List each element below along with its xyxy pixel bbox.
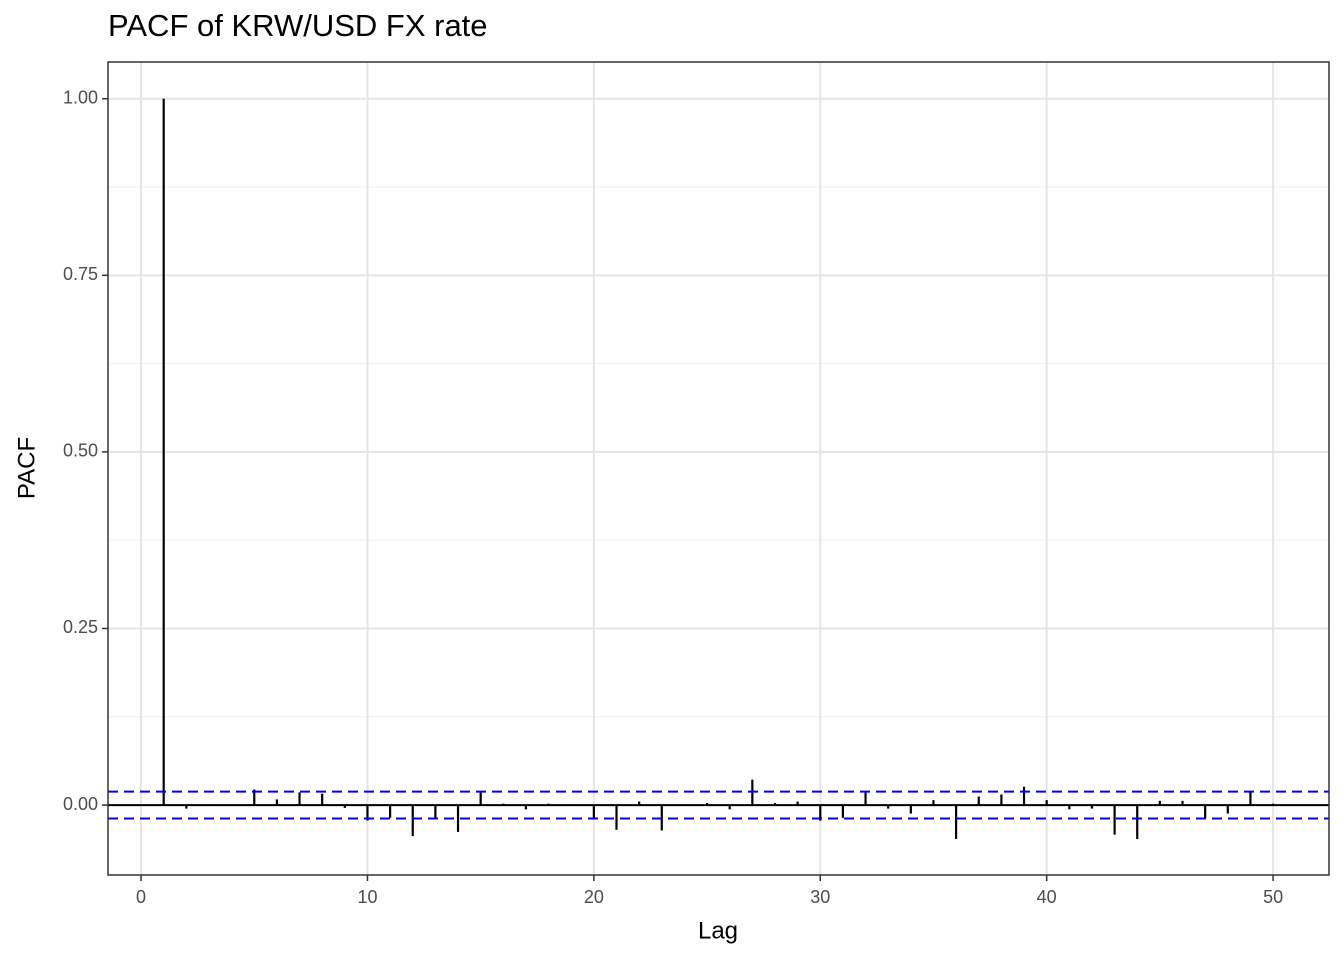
y-tick-label: 0.25 <box>63 617 98 637</box>
x-axis-label: Lag <box>698 917 738 944</box>
x-tick-label: 0 <box>136 887 146 907</box>
x-tick-label: 10 <box>357 887 377 907</box>
y-tick-label: 0.75 <box>63 264 98 284</box>
y-axis-label: PACF <box>13 437 40 499</box>
y-tick-label: 1.00 <box>63 87 98 107</box>
x-tick-label: 20 <box>584 887 604 907</box>
panel-border <box>107 61 1330 876</box>
y-tick-label: 0.50 <box>63 441 98 461</box>
x-tick-label: 30 <box>810 887 830 907</box>
x-tick-label: 40 <box>1037 887 1057 907</box>
chart-title: PACF of KRW/USD FX rate <box>108 8 488 43</box>
x-tick-label: 50 <box>1263 887 1283 907</box>
y-tick-label: 0.00 <box>63 794 98 814</box>
